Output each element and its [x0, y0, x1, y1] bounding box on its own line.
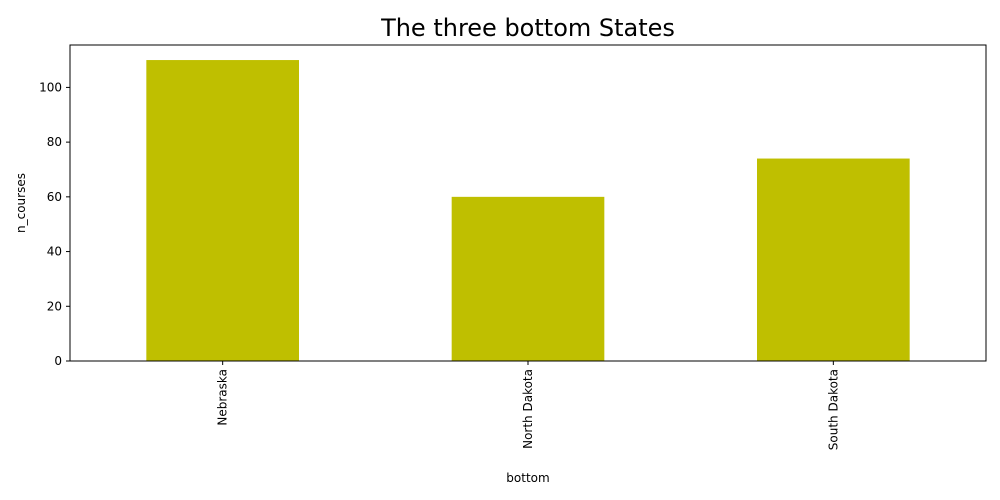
y-tick-label: 40 — [47, 245, 62, 259]
y-tick-label: 60 — [47, 190, 62, 204]
x-tick-label: Nebraska — [216, 369, 230, 426]
x-axis-label: bottom — [506, 471, 549, 485]
x-tick-label: North Dakota — [521, 369, 535, 449]
bars-layer — [146, 60, 910, 362]
y-axis-ticks: 0 20 40 60 80 100 — [39, 80, 70, 368]
y-tick-label: 100 — [39, 80, 62, 94]
bar-north-dakota — [451, 196, 605, 361]
x-axis-ticks: Nebraska North Dakota South Dakota — [216, 361, 840, 450]
x-tick-label: South Dakota — [826, 369, 840, 450]
y-tick-label: 20 — [47, 299, 62, 313]
bar-nebraska — [146, 60, 299, 362]
y-tick-label: 80 — [47, 135, 62, 149]
y-axis-label: n_courses — [14, 173, 28, 233]
bar-south-dakota — [757, 158, 910, 361]
plot-frame — [69, 44, 987, 362]
y-tick-label: 0 — [54, 354, 62, 368]
chart-title: The three bottom States — [380, 14, 675, 42]
